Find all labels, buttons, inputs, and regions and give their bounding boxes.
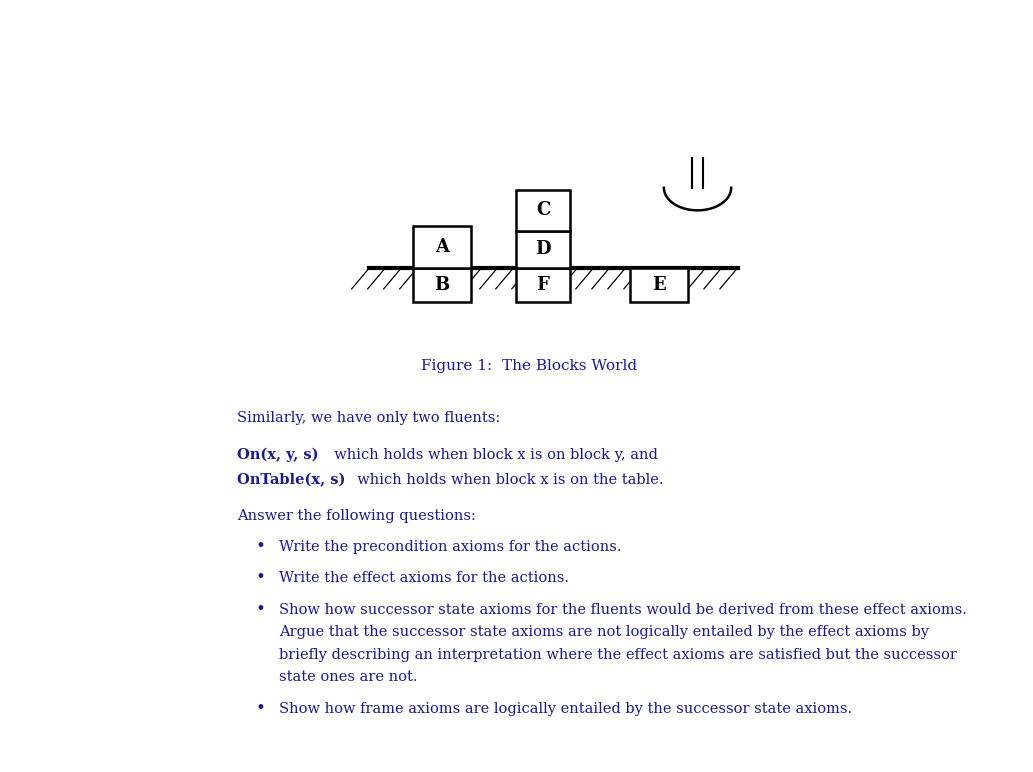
Text: D: D — [535, 240, 551, 259]
Text: Show how successor state axioms for the fluents would be derived from these effe: Show how successor state axioms for the … — [279, 603, 967, 617]
Text: B: B — [435, 276, 449, 294]
Text: Show how frame axioms are logically entailed by the successor state axioms.: Show how frame axioms are logically enta… — [279, 702, 852, 716]
Text: •: • — [255, 601, 265, 618]
Text: Figure 1:  The Blocks World: Figure 1: The Blocks World — [421, 359, 637, 373]
Bar — [413, 226, 471, 268]
Bar — [630, 268, 688, 302]
Text: •: • — [255, 570, 265, 587]
Text: On(x, y, s): On(x, y, s) — [238, 448, 319, 462]
Text: E: E — [652, 276, 666, 294]
Text: Answer the following questions:: Answer the following questions: — [238, 509, 476, 523]
Text: •: • — [255, 538, 265, 555]
Bar — [515, 190, 570, 231]
Text: Argue that the successor state axioms are not logically entailed by the effect a: Argue that the successor state axioms ar… — [279, 625, 929, 639]
Text: •: • — [255, 700, 265, 717]
Text: which holds when block x is on block y, and: which holds when block x is on block y, … — [325, 448, 658, 462]
Text: OnTable(x, s): OnTable(x, s) — [238, 473, 346, 487]
Text: A: A — [435, 239, 449, 256]
Bar — [413, 268, 471, 302]
Text: which holds when block x is on the table.: which holds when block x is on the table… — [348, 473, 663, 487]
Bar — [515, 268, 570, 302]
Text: briefly describing an interpretation where the effect axioms are satisfied but t: briefly describing an interpretation whe… — [279, 648, 957, 662]
Text: C: C — [536, 201, 551, 219]
Text: state ones are not.: state ones are not. — [279, 670, 417, 685]
Bar — [515, 231, 570, 268]
Text: Write the effect axioms for the actions.: Write the effect axioms for the actions. — [279, 571, 569, 585]
Text: F: F — [536, 276, 550, 294]
Text: Write the precondition axioms for the actions.: Write the precondition axioms for the ac… — [279, 540, 621, 554]
Text: Similarly, we have only two fluents:: Similarly, we have only two fluents: — [238, 411, 500, 425]
